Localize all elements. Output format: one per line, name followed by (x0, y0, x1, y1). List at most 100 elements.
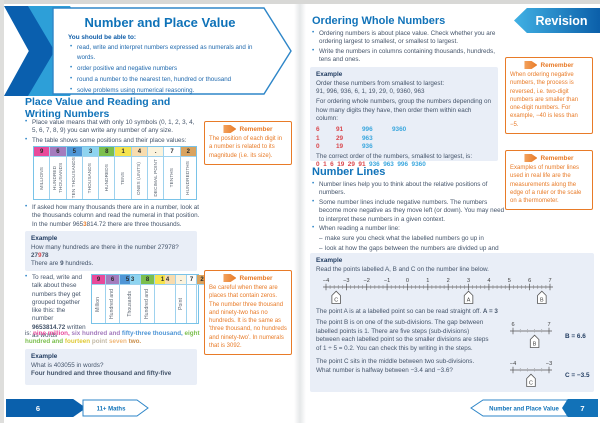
objective-item: round a number to the nearest ten, hundr… (70, 74, 268, 85)
pv-digit: 2 (180, 147, 196, 157)
remember-arrow-icon (524, 154, 538, 162)
objective-item: solve problems using numerical reasoning… (70, 85, 268, 96)
pv2-column-point: . Point (175, 275, 186, 323)
example-intro: Order these numbers from smallest to lar… (316, 79, 445, 87)
revision-tab: Revision (514, 8, 600, 33)
chapter-title-box: Number and Place Value You should be abl… (52, 7, 292, 95)
bullet-item: Place value means that with only 10 symb… (25, 118, 201, 136)
pv-column-thousands: 3 THOUSANDS (81, 147, 99, 199)
grid-cell: 9360 (392, 126, 407, 134)
grid-cell (392, 135, 428, 142)
point-c-text: The point C sits in the middle between t… (316, 358, 494, 375)
remember-arrow-icon (223, 125, 237, 133)
chapter-title: Number and Place Value (84, 15, 236, 30)
remember-title: Remember (540, 154, 574, 162)
example-answer: Four hundred and three thousand and fift… (31, 369, 172, 377)
grid-cell: 19 (336, 143, 344, 151)
pv-digit: 8 (141, 275, 154, 285)
footer-label-right: Number and Place Value (470, 399, 568, 417)
mini-number-line-c: −4 −3 C (510, 361, 552, 388)
bullet-item: Write the numbers in columns containing … (312, 47, 504, 65)
section-heading-ordering: Ordering Whole Numbers (312, 15, 446, 27)
pv-digit: 5 3 (120, 275, 140, 285)
objectives-lead: You should be able to: (68, 34, 137, 41)
thousands-bullet: If asked how many thousands there are in… (25, 203, 201, 230)
remember-title: Remember (540, 61, 574, 69)
pv-column-decimal-point: . DECIMAL POINT (147, 147, 164, 199)
pv-column-tens: 1 TENS (114, 147, 131, 199)
mini-number-line-b: 6 7 B (510, 322, 552, 349)
pv-digit: 1 (115, 147, 131, 157)
grouping-row: To read, write and talk about these numb… (25, 273, 207, 342)
svg-text:5: 5 (508, 278, 511, 284)
pv-label: HUNDREDTHS (185, 161, 191, 195)
page-edge-top (0, 0, 600, 4)
pv-column-tenths: 7 TENTHS (163, 147, 180, 199)
book-spine (294, 4, 306, 423)
pv-label: ONES (UNITS) (136, 161, 142, 195)
example-box-hundreds: Example How many hundreds are there in t… (25, 231, 197, 271)
remember-box-magnitude: Remember The position of each digit in a… (204, 121, 292, 165)
pv-label: DECIMAL POINT (152, 159, 158, 197)
pv-digit: 5 (66, 147, 82, 157)
pv-label: TEN THOUSANDS (71, 157, 77, 199)
number-lines-bullets: Number lines help you to think about the… (312, 180, 508, 262)
point-a-text: The point A is at a labelled point so ca… (316, 307, 498, 315)
pv-label: TENS (120, 171, 126, 185)
pv-label: MILLIONS (38, 166, 44, 190)
point-c-line1: The point C sits in the middle between t… (316, 358, 475, 366)
point-c-caption: C = −3.5 (565, 372, 590, 380)
main-number-line: −4 −3 −2 −1 0 1 2 3 4 5 6 7 C A B (323, 278, 553, 304)
svg-text:1: 1 (426, 278, 429, 284)
page-number-left: 6 (6, 399, 86, 417)
result-sequence: 0 1 6 19 29 91 936 963 996 9360 (316, 161, 426, 169)
section-heading-place-value: Place Value and Reading and Writing Numb… (25, 96, 170, 121)
point-b-text: The point B is on one of the sub-divisio… (316, 319, 489, 352)
pv-digit: 2 (197, 275, 207, 285)
example-title: Example (31, 235, 58, 242)
grid-cell: 936 (362, 143, 373, 151)
svg-text:C: C (529, 381, 533, 387)
remember-text: The position of each digit in a number i… (209, 136, 283, 159)
place-value-table: 9 MILLIONS 6 HUNDRED THOUSANDS 5 TEN THOUSA… (33, 146, 197, 200)
result-label: The correct order of the numbers, smalle… (316, 152, 473, 160)
svg-text:C: C (334, 298, 338, 304)
point-c-row: The point C sits in the middle between t… (316, 358, 590, 394)
section-heading-number-lines: Number Lines (312, 166, 386, 178)
example-working: 27978 (31, 251, 49, 259)
pv-digit: 9 (92, 275, 105, 285)
grid-cell (392, 143, 428, 150)
bullet-item: When reading a number line: (312, 224, 508, 233)
sub-bullet-item: make sure you check what the labelled nu… (312, 235, 508, 244)
pv-label: HUNDREDS (103, 164, 109, 192)
svg-text:7: 7 (548, 278, 551, 284)
example-intro: Read the points labelled A, B and C on t… (316, 265, 489, 273)
example-box-number-line: Example Read the points labelled A, B an… (310, 253, 594, 392)
pv-column-hundreds: 8 HUNDREDS (98, 147, 115, 199)
page-number-text: 6 (35, 403, 41, 413)
grid-cell: 996 (362, 126, 373, 134)
bullet-item: To read, write and talk about these numb… (25, 273, 87, 340)
pv-digit: . (176, 275, 186, 285)
bullet-item: Some number lines include negative numbe… (312, 198, 508, 224)
pv-label: Hundred and (109, 288, 116, 319)
grouped-place-value-table: 9 Million 6 Hundred and 5 3 Thousands 8 Hund… (91, 274, 207, 324)
pv-digit: 8 (99, 147, 115, 157)
example-title: Example (316, 71, 343, 78)
grid-cell: 6 (316, 126, 320, 134)
footer-label-left: 11+ Maths (82, 399, 149, 417)
example-answer: There are 9 hundreds. (31, 260, 94, 268)
svg-text:2: 2 (447, 278, 450, 284)
pv-column-hundred-thousands: 6 HUNDRED THOUSANDS (49, 147, 66, 199)
pv-digit: . (148, 147, 164, 157)
pv-digit: 6 (106, 275, 119, 285)
remember-header: Remember (510, 61, 588, 69)
objectives-list: read, write and interpret numbers expres… (70, 42, 268, 96)
example-question: What is 403055 in words? (31, 361, 104, 369)
point-b-caption: B = 6.6 (565, 333, 586, 341)
example-question: How many hundreds are there in the numbe… (31, 243, 179, 251)
svg-text:−4: −4 (323, 278, 329, 284)
svg-text:−4: −4 (510, 361, 516, 367)
svg-text:−2: −2 (364, 278, 370, 284)
remember-arrow-icon (223, 274, 237, 282)
